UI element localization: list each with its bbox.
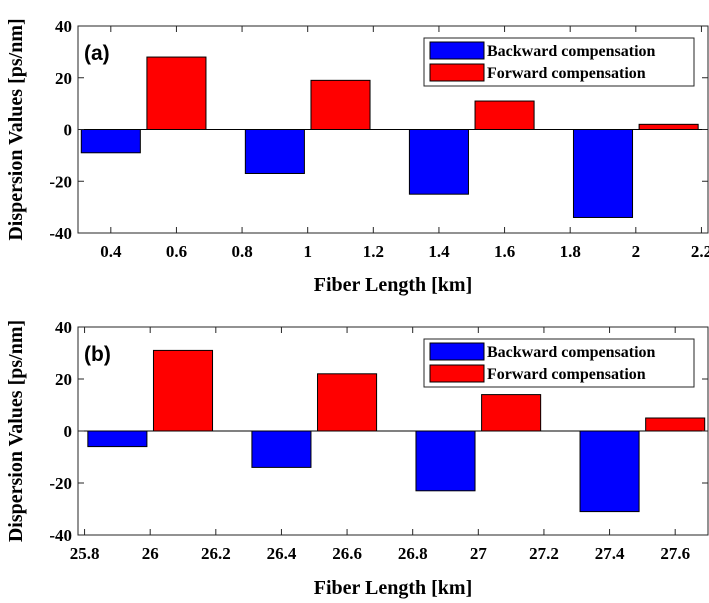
x-tick-label: 26 <box>142 544 159 563</box>
x-tick-label: 0.8 <box>231 242 252 261</box>
y-tick-label: -40 <box>49 526 72 545</box>
forward-bar-3 <box>645 417 706 432</box>
backward-legend-label: Backward compensation <box>487 43 656 60</box>
y-tick-label: 40 <box>55 318 72 337</box>
y-tick-label: 20 <box>55 370 72 389</box>
x-tick-label: 1.6 <box>494 242 515 261</box>
forward-legend-swatch <box>429 364 485 383</box>
backward-legend-label: Backward compensation <box>487 344 656 361</box>
x-tick-label: 25.8 <box>70 544 100 563</box>
x-tick-label: 2.2 <box>691 242 709 261</box>
y-tick-label: -20 <box>49 172 72 191</box>
x-tick-label: 26.2 <box>201 544 231 563</box>
backward-bar-2 <box>415 430 476 492</box>
forward-legend-label: Forward compensation <box>487 65 646 82</box>
x-tick-label: 27 <box>470 544 488 563</box>
x-axis-label: Fiber Length [km] <box>314 274 473 296</box>
x-tick-label: 1 <box>303 242 312 261</box>
x-tick-label: 26.8 <box>398 544 428 563</box>
backward-bar-3 <box>579 430 640 513</box>
forward-bar-0 <box>146 56 207 130</box>
y-axis-label: Dispersion Values [ps/nm] <box>5 320 27 542</box>
backward-legend-swatch <box>429 41 485 60</box>
backward-bar-1 <box>251 430 312 468</box>
backward-bar-0 <box>87 430 148 448</box>
forward-bar-2 <box>474 100 535 130</box>
y-tick-label: 0 <box>64 422 73 441</box>
panel-label: (b) <box>84 343 111 366</box>
backward-bar-1 <box>244 129 305 174</box>
x-tick-label: 27.2 <box>529 544 559 563</box>
x-tick-label: 0.4 <box>100 242 122 261</box>
y-tick-label: 20 <box>55 69 72 88</box>
x-tick-label: 0.6 <box>166 242 187 261</box>
y-axis-label: Dispersion Values [ps/nm] <box>5 18 27 240</box>
x-tick-label: 26.4 <box>267 544 297 563</box>
chart-panel-b: 25.8 26 26.2 26.4 26.6 26.8 27 27.2 27.4 27.6 -40 -… <box>5 318 709 599</box>
x-tick-label: 27.6 <box>660 544 690 563</box>
legend: Backward compensation Forward compensatio… <box>423 338 695 388</box>
x-tick-label: 27.4 <box>595 544 625 563</box>
x-axis-label: Fiber Length [km] <box>314 577 473 599</box>
forward-legend-swatch <box>429 63 485 82</box>
forward-bar-3 <box>638 123 699 130</box>
y-tick-label: -40 <box>49 224 72 243</box>
forward-bar-1 <box>317 373 378 432</box>
backward-bar-0 <box>80 129 141 154</box>
forward-bar-2 <box>481 394 542 432</box>
backward-bar-3 <box>572 129 634 218</box>
forward-bar-0 <box>152 349 214 432</box>
panel-label: (a) <box>84 42 110 65</box>
x-tick-label: 1.2 <box>363 242 384 261</box>
x-tick-label: 1.8 <box>560 242 581 261</box>
y-tick-label: 0 <box>64 121 73 140</box>
backward-bar-2 <box>408 129 469 195</box>
x-tick-label: 26.6 <box>332 544 362 563</box>
x-tick-label: 1.4 <box>428 242 450 261</box>
chart-panel-a: 0.4 0.6 0.8 1 1.2 1.4 1.6 1.8 2 2.2 -40 -20 0 20 40 Fib… <box>5 17 709 296</box>
backward-legend-swatch <box>429 342 485 361</box>
forward-legend-label: Forward compensation <box>487 366 646 383</box>
x-tick-label: 2 <box>632 242 641 261</box>
legend: Backward compensation Forward compensatio… <box>423 37 695 87</box>
y-tick-label: 40 <box>55 17 72 36</box>
y-tick-label: -20 <box>49 474 72 493</box>
forward-bar-1 <box>310 79 371 130</box>
